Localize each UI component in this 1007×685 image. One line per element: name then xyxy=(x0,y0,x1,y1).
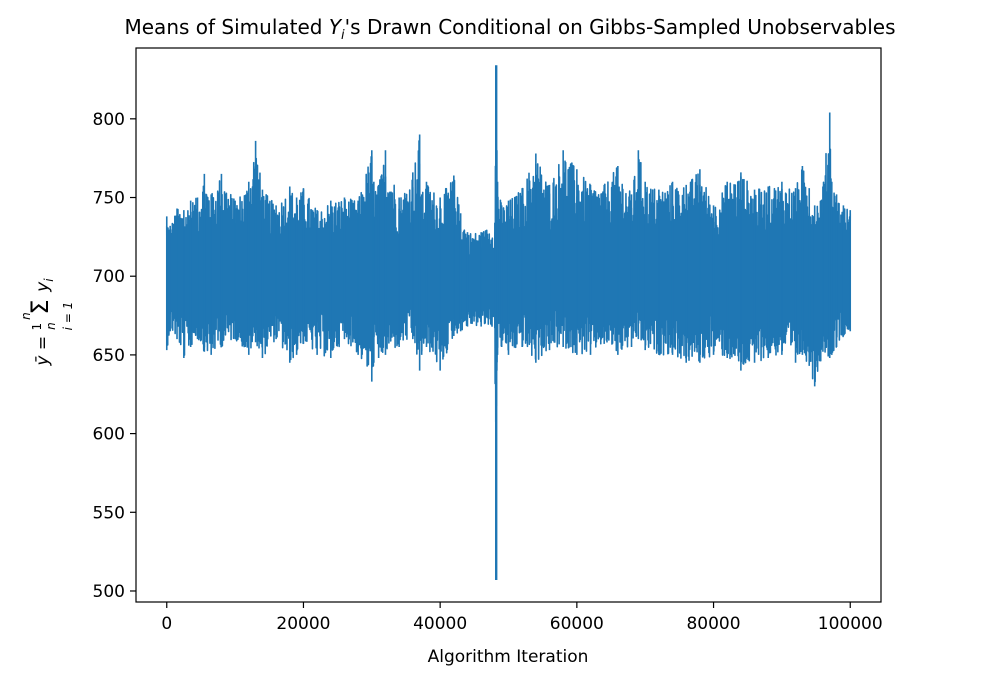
y-tick-label: 550 xyxy=(93,503,125,523)
y-tick-label: 800 xyxy=(93,110,125,130)
chart-title: Means of Simulated Yi's Drawn Conditiona… xyxy=(125,15,896,43)
y-tick-label: 600 xyxy=(93,425,125,445)
x-axis-label: Algorithm Iteration xyxy=(428,647,589,667)
x-tick-label: 20000 xyxy=(276,614,330,634)
y-axis: 500 550 600 650 700 750 800 xyxy=(93,110,136,602)
series-layer xyxy=(165,65,852,580)
y-tick-label: 750 xyxy=(93,189,125,209)
x-tick-label: 100000 xyxy=(818,614,883,634)
x-tick-label: 0 xyxy=(161,614,172,634)
x-tick-label: 40000 xyxy=(413,614,467,634)
plot-frame xyxy=(135,47,882,603)
y-tick-label: 650 xyxy=(93,346,125,366)
y-tick-label: 700 xyxy=(93,267,125,287)
x-tick-label: 60000 xyxy=(550,614,604,634)
y-tick-label: 500 xyxy=(93,582,125,602)
svg-text:n: n xyxy=(19,312,33,320)
y-axis-label: ȳ = 1n Σ yi i = 1 n xyxy=(19,278,75,367)
svg-text:ȳ = 1n Σ yi: ȳ = 1n Σ yi xyxy=(26,278,58,367)
svg-text:i = 1: i = 1 xyxy=(61,302,75,331)
x-axis: 0 20000 40000 60000 80000 100000 xyxy=(161,602,883,634)
x-tick-label: 80000 xyxy=(686,614,740,634)
